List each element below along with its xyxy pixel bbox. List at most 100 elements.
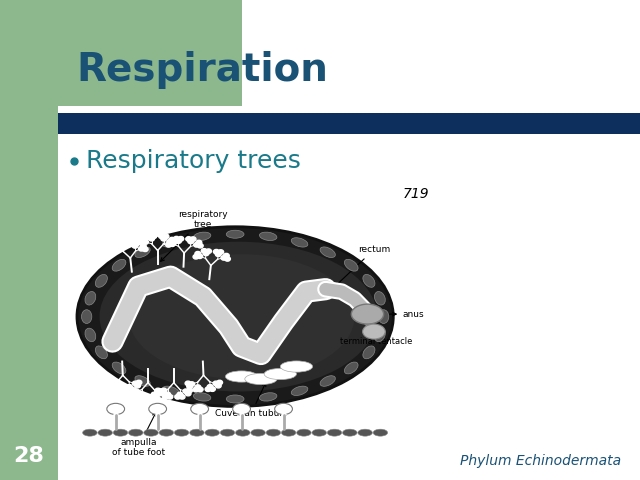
- Ellipse shape: [320, 376, 335, 386]
- Circle shape: [134, 241, 140, 246]
- Circle shape: [151, 392, 157, 396]
- Circle shape: [112, 246, 118, 251]
- Circle shape: [207, 384, 213, 389]
- Ellipse shape: [144, 429, 158, 436]
- Circle shape: [159, 234, 164, 239]
- Circle shape: [166, 242, 172, 247]
- Text: anus: anus: [371, 310, 424, 319]
- Circle shape: [175, 395, 180, 399]
- Ellipse shape: [135, 247, 150, 257]
- Ellipse shape: [113, 429, 128, 436]
- Circle shape: [142, 247, 148, 252]
- Ellipse shape: [174, 429, 189, 436]
- Text: terminal tentacle: terminal tentacle: [340, 327, 413, 346]
- Circle shape: [132, 381, 138, 385]
- Text: 28: 28: [13, 446, 44, 466]
- Circle shape: [157, 391, 163, 396]
- Ellipse shape: [220, 429, 235, 436]
- Circle shape: [138, 247, 144, 251]
- Circle shape: [168, 240, 173, 244]
- Text: rectum: rectum: [335, 245, 390, 287]
- Circle shape: [186, 237, 191, 241]
- Ellipse shape: [85, 328, 96, 342]
- Circle shape: [163, 234, 169, 239]
- Circle shape: [159, 389, 164, 394]
- Ellipse shape: [95, 346, 108, 359]
- Ellipse shape: [259, 232, 277, 240]
- Circle shape: [154, 395, 159, 399]
- Ellipse shape: [363, 346, 375, 359]
- Circle shape: [193, 387, 198, 392]
- Ellipse shape: [342, 429, 357, 436]
- Ellipse shape: [233, 403, 250, 415]
- Bar: [242, 0, 640, 106]
- Ellipse shape: [275, 403, 292, 415]
- Ellipse shape: [100, 242, 377, 392]
- Ellipse shape: [363, 324, 385, 339]
- Circle shape: [161, 388, 166, 393]
- Ellipse shape: [312, 429, 326, 436]
- Circle shape: [189, 382, 195, 386]
- Circle shape: [177, 392, 183, 396]
- Ellipse shape: [205, 429, 220, 436]
- Circle shape: [140, 237, 147, 242]
- Circle shape: [167, 395, 173, 399]
- Circle shape: [112, 387, 118, 392]
- Ellipse shape: [225, 371, 258, 382]
- Circle shape: [194, 242, 200, 247]
- Ellipse shape: [344, 362, 358, 374]
- Ellipse shape: [291, 238, 308, 247]
- Circle shape: [185, 381, 191, 385]
- Ellipse shape: [282, 429, 296, 436]
- Circle shape: [139, 392, 145, 396]
- Circle shape: [201, 249, 207, 253]
- Circle shape: [213, 250, 220, 254]
- Circle shape: [159, 391, 165, 396]
- Ellipse shape: [378, 310, 388, 324]
- Circle shape: [139, 240, 145, 245]
- Bar: [58, 113, 640, 134]
- Circle shape: [111, 249, 116, 253]
- Circle shape: [187, 384, 193, 389]
- Circle shape: [163, 395, 168, 399]
- Circle shape: [179, 395, 185, 399]
- Ellipse shape: [236, 429, 250, 436]
- Circle shape: [203, 251, 209, 256]
- Circle shape: [130, 241, 136, 246]
- Circle shape: [131, 391, 136, 396]
- Circle shape: [171, 240, 177, 245]
- Circle shape: [122, 242, 128, 246]
- Ellipse shape: [107, 403, 125, 415]
- Circle shape: [149, 395, 155, 399]
- Ellipse shape: [77, 227, 394, 407]
- Circle shape: [115, 248, 120, 252]
- Circle shape: [195, 252, 201, 256]
- Ellipse shape: [344, 259, 358, 271]
- Ellipse shape: [280, 361, 312, 372]
- Ellipse shape: [264, 369, 296, 380]
- Circle shape: [106, 384, 112, 389]
- Circle shape: [193, 254, 199, 259]
- Circle shape: [218, 250, 223, 254]
- Circle shape: [164, 392, 171, 396]
- Text: Phylum Echinodermata: Phylum Echinodermata: [460, 454, 621, 468]
- Text: respiratory
tree: respiratory tree: [161, 210, 228, 262]
- Ellipse shape: [129, 254, 355, 379]
- Circle shape: [188, 239, 194, 244]
- Circle shape: [108, 382, 114, 386]
- Circle shape: [129, 388, 135, 393]
- Ellipse shape: [193, 232, 211, 240]
- Circle shape: [124, 387, 130, 392]
- Circle shape: [197, 387, 203, 392]
- Circle shape: [178, 237, 184, 241]
- Circle shape: [190, 237, 196, 241]
- Circle shape: [104, 381, 110, 385]
- Circle shape: [185, 391, 191, 396]
- Ellipse shape: [327, 429, 342, 436]
- Circle shape: [155, 388, 161, 393]
- Ellipse shape: [291, 386, 308, 396]
- Ellipse shape: [191, 403, 209, 415]
- Ellipse shape: [112, 362, 126, 374]
- Ellipse shape: [95, 275, 108, 288]
- Ellipse shape: [320, 247, 335, 257]
